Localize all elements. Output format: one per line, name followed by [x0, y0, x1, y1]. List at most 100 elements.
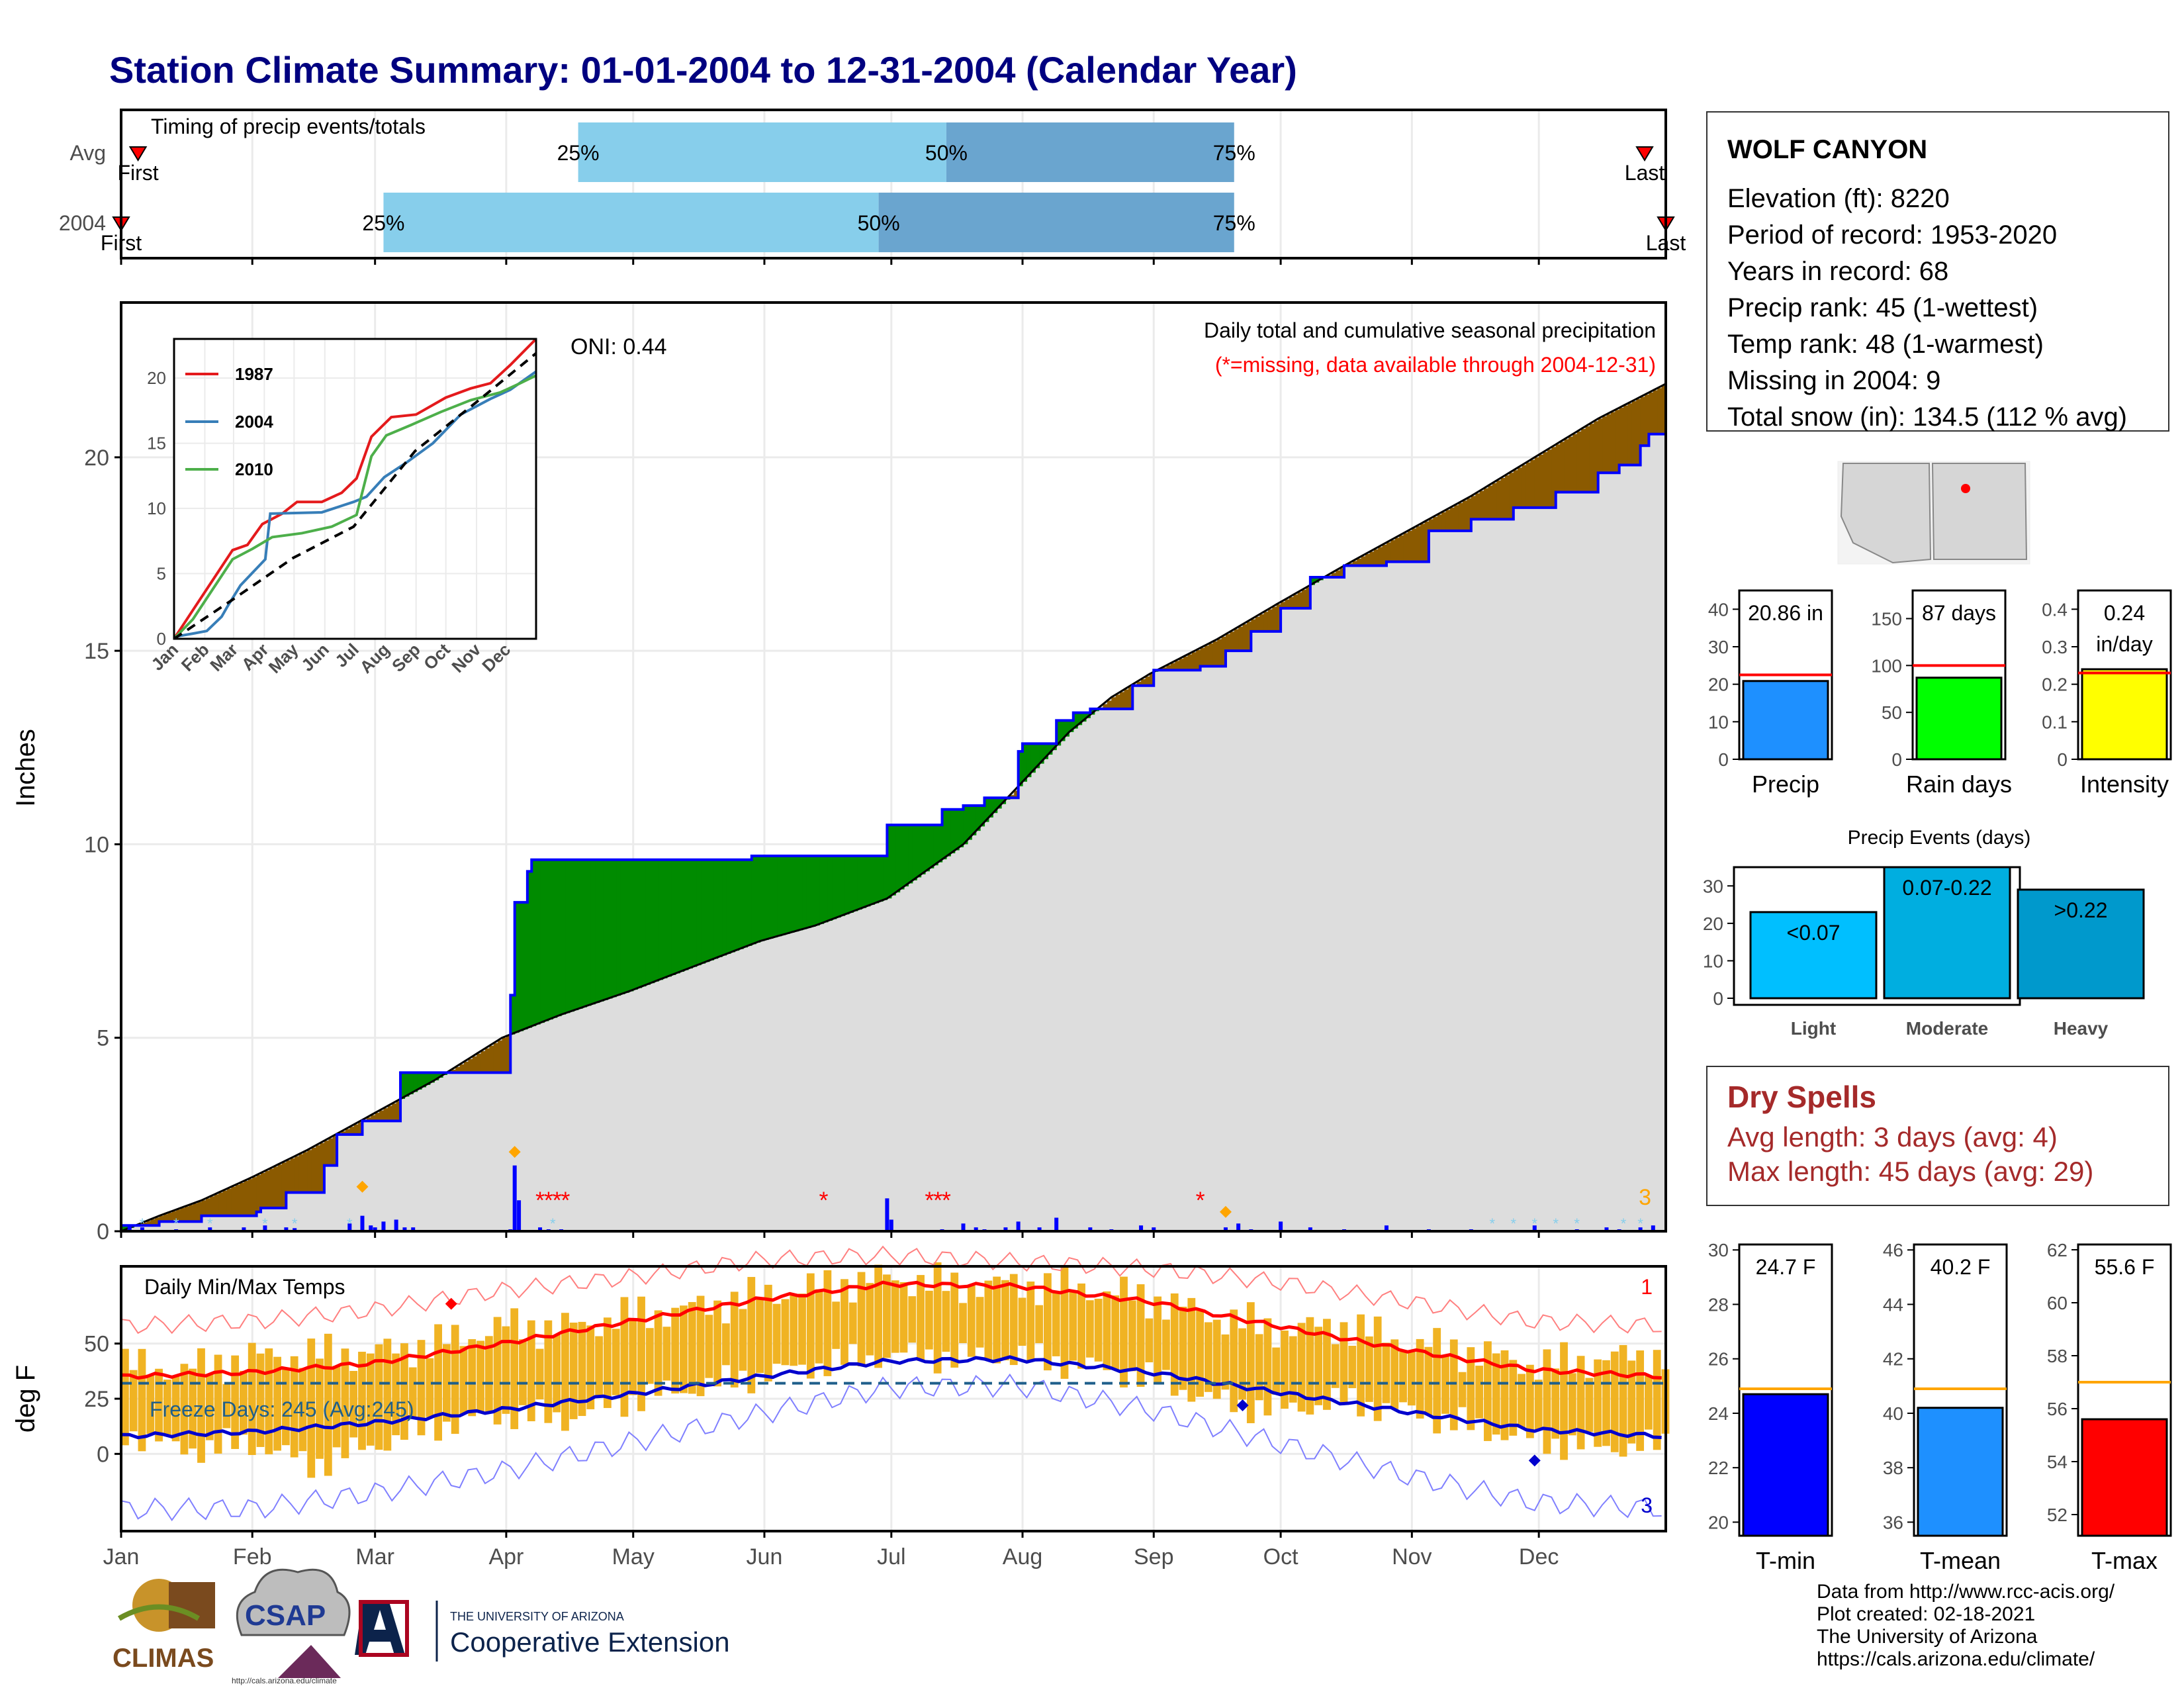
- precip-anomaly-strip: [862, 855, 867, 908]
- daily-precip-bar: [961, 1223, 966, 1231]
- daily-temp-bar: [121, 1348, 129, 1446]
- precip-anomaly-strip: [1585, 426, 1590, 492]
- summary-bar: [2081, 1418, 2168, 1537]
- daily-precip-bar: [1236, 1223, 1241, 1231]
- precip-anomaly-strip: [1081, 712, 1087, 722]
- precip-anomaly-strip: [785, 855, 790, 934]
- precip-anomaly-strip: [1263, 612, 1269, 632]
- precip-anomaly-strip: [1445, 510, 1451, 531]
- summary-y-tick-label: 58: [2047, 1346, 2068, 1366]
- precip-anomaly-strip: [841, 855, 846, 916]
- precip-anomaly-strip: [1340, 568, 1345, 578]
- daily-temp-bar: [459, 1346, 468, 1414]
- precip-anomaly-strip: [189, 1205, 194, 1222]
- daily-precip-bar: [347, 1223, 352, 1231]
- daily-precip-bar: [1279, 1221, 1283, 1231]
- daily-temp-bar: [1331, 1344, 1340, 1388]
- record-max-line: [120, 1245, 1662, 1335]
- precip-anomaly-strip: [963, 805, 968, 845]
- summary-value-label: 55.6 F: [2095, 1255, 2155, 1279]
- timing-marker-triangle: [1635, 146, 1654, 162]
- summary-y-tick-label: 0: [2057, 749, 2068, 770]
- summary-y-tick-label: 46: [1883, 1240, 1903, 1260]
- precip-anomaly-strip: [836, 855, 841, 918]
- precip-anomaly-strip: [1306, 587, 1311, 608]
- summary-bar: [1917, 1407, 2004, 1537]
- precip-anomaly-strip: [163, 1214, 168, 1222]
- precip-anomaly-strip: [1255, 616, 1260, 632]
- timing-bar-25-50: [383, 193, 879, 252]
- precip-anomaly-strip: [569, 859, 574, 1012]
- snow-marker: *: [262, 1215, 268, 1232]
- y-tick-label: 15: [84, 639, 109, 664]
- daily-temp-bar: [1323, 1319, 1331, 1410]
- precip-anomaly-strip: [1653, 390, 1658, 434]
- events-y-tick-label: 10: [1703, 951, 1723, 971]
- precip-anomaly-strip: [1378, 547, 1383, 566]
- summary-y-tick-label: 20: [1708, 675, 1729, 695]
- precip-chart-title: Daily total and cumulative seasonal prec…: [1204, 318, 1656, 342]
- daily-temp-bar: [1467, 1347, 1475, 1430]
- cumulative-2004-line: [121, 432, 1667, 1227]
- precip-anomaly-strip: [870, 855, 875, 905]
- precip-anomaly-strip: [222, 1190, 228, 1216]
- precip-anomaly-strip: [548, 859, 553, 1020]
- daily-temp-bar: [688, 1301, 696, 1394]
- daily-temp-bar: [1044, 1273, 1052, 1371]
- daily-temp-bar: [841, 1279, 848, 1365]
- summary-y-tick-label: 0.3: [2042, 637, 2068, 657]
- precip-anomaly-strip: [210, 1196, 215, 1216]
- precip-anomaly-strip: [150, 1219, 156, 1226]
- precip-anomaly-strip: [1039, 743, 1044, 764]
- daily-temp-bar: [366, 1353, 375, 1446]
- precip-anomaly-strip: [167, 1212, 173, 1222]
- precip-anomaly-strip: [201, 1200, 206, 1216]
- precip-anomaly-strip: [514, 902, 520, 1033]
- summary-bar: [1742, 680, 1829, 761]
- summary-y-tick-label: 24: [1708, 1403, 1729, 1424]
- daily-temp-bar: [586, 1325, 595, 1409]
- daily-precip-bar: [889, 1219, 893, 1231]
- daily-temp-bar: [1212, 1319, 1221, 1399]
- precip-anomaly-strip: [811, 855, 816, 927]
- daily-precip-bar: [293, 1228, 297, 1231]
- precip-anomaly-strip: [1631, 401, 1637, 465]
- daily-temp-bar: [1390, 1339, 1399, 1409]
- precip-anomaly-strip: [1500, 478, 1506, 520]
- daily-temp-bar: [790, 1295, 798, 1366]
- daily-precip-bar: [127, 1225, 132, 1231]
- daily-temp-bar: [654, 1310, 662, 1396]
- precip-anomaly-strip: [582, 859, 587, 1008]
- month-tick-label: Feb: [233, 1544, 272, 1570]
- precip-anomaly-strip: [997, 798, 1002, 809]
- precip-anomaly-strip: [794, 855, 799, 932]
- precip-anomaly-strip: [307, 1150, 312, 1193]
- precip-anomaly-strip: [527, 871, 532, 1028]
- snow-marker: *: [1621, 1215, 1627, 1232]
- precip-anomaly-strip: [1310, 577, 1315, 585]
- daily-temp-bar: [713, 1300, 722, 1387]
- daily-temp-bar: [1120, 1276, 1128, 1387]
- precip-anomaly-strip: [392, 1103, 397, 1121]
- precip-anomaly-strip: [768, 855, 774, 939]
- precip-anomaly-strip: [616, 859, 621, 996]
- summary-y-tick-label: 0: [1891, 749, 1902, 770]
- precip-anomaly-strip: [484, 1048, 490, 1073]
- precip-anomaly-strip: [1162, 667, 1167, 671]
- avg-tmax-line: [120, 1280, 1662, 1380]
- daily-temp-bar: [417, 1340, 426, 1436]
- events-bar: [1883, 866, 2011, 1000]
- precip-anomaly-strip: [659, 859, 664, 980]
- page-title: Station Climate Summary: 01-01-2004 to 1…: [109, 49, 1297, 91]
- precip-anomaly-strip: [1424, 521, 1430, 562]
- climas-logo: CLIMAS: [113, 1579, 215, 1673]
- precip-anomaly-strip: [1581, 428, 1586, 492]
- station-location-dot: [1961, 484, 1970, 493]
- daily-temp-bar: [645, 1328, 654, 1384]
- timing-percent-label: 75%: [1213, 141, 1255, 165]
- precip-anomaly-strip: [895, 825, 901, 893]
- precip-anomaly-strip: [1479, 491, 1484, 520]
- precip-inset-chart: 0 5 10 15 20 1987 2004 2010 JanFebMarAprMayJunJu…: [147, 338, 537, 677]
- precip-anomaly-strip: [933, 825, 938, 866]
